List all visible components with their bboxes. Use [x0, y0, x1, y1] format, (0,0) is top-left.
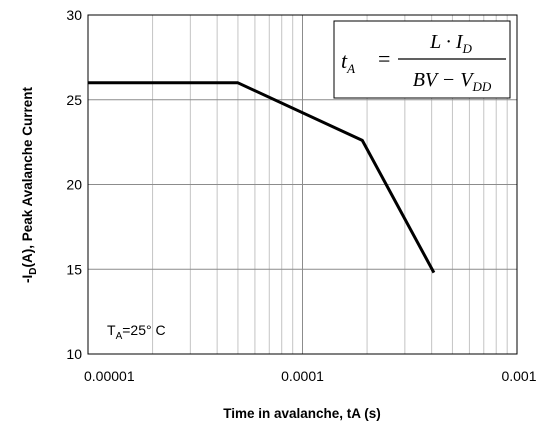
series-layer: [88, 81, 436, 274]
y-tick-label: 15: [66, 261, 82, 277]
y-tick-labels: 10 15 20 25 30: [66, 7, 82, 362]
y-tick-label: 30: [66, 7, 82, 23]
y-tick-label: 20: [66, 177, 82, 193]
svg-text:tA: tA: [341, 48, 355, 76]
svg-text:=: =: [378, 46, 390, 71]
x-tick-label: 0.001: [501, 368, 536, 384]
svg-text:BV − VDD: BV − VDD: [413, 69, 492, 94]
y-tick-label: 25: [66, 92, 82, 108]
plot-area: [87, 14, 518, 355]
svg-text:L · ID: L · ID: [429, 31, 472, 56]
x-tick-label: 0.0001: [281, 368, 324, 384]
x-axis-title: Time in avalanche, tA (s): [223, 406, 381, 421]
y-tick-label: 10: [66, 346, 82, 362]
equation-box: tA = L · ID BV − VDD: [333, 20, 511, 99]
series-line: [88, 81, 436, 274]
x-tick-label: 0.00001: [84, 368, 135, 384]
y-axis-title: -ID(A), Peak Avalanche Current: [20, 86, 39, 283]
temperature-annotation: TA=25° C: [107, 322, 166, 342]
x-tick-labels: 0.00001 0.0001 0.001: [84, 368, 537, 384]
